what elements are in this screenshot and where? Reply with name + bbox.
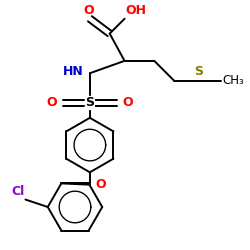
Text: Cl: Cl — [11, 185, 24, 198]
Text: O: O — [95, 178, 106, 191]
Text: O: O — [122, 96, 133, 110]
Text: HN: HN — [63, 66, 84, 78]
Text: S: S — [85, 96, 94, 110]
Text: O: O — [46, 96, 57, 110]
Text: CH₃: CH₃ — [222, 74, 244, 87]
Text: S: S — [194, 65, 203, 78]
Text: O: O — [83, 4, 94, 18]
Text: OH: OH — [126, 4, 147, 18]
